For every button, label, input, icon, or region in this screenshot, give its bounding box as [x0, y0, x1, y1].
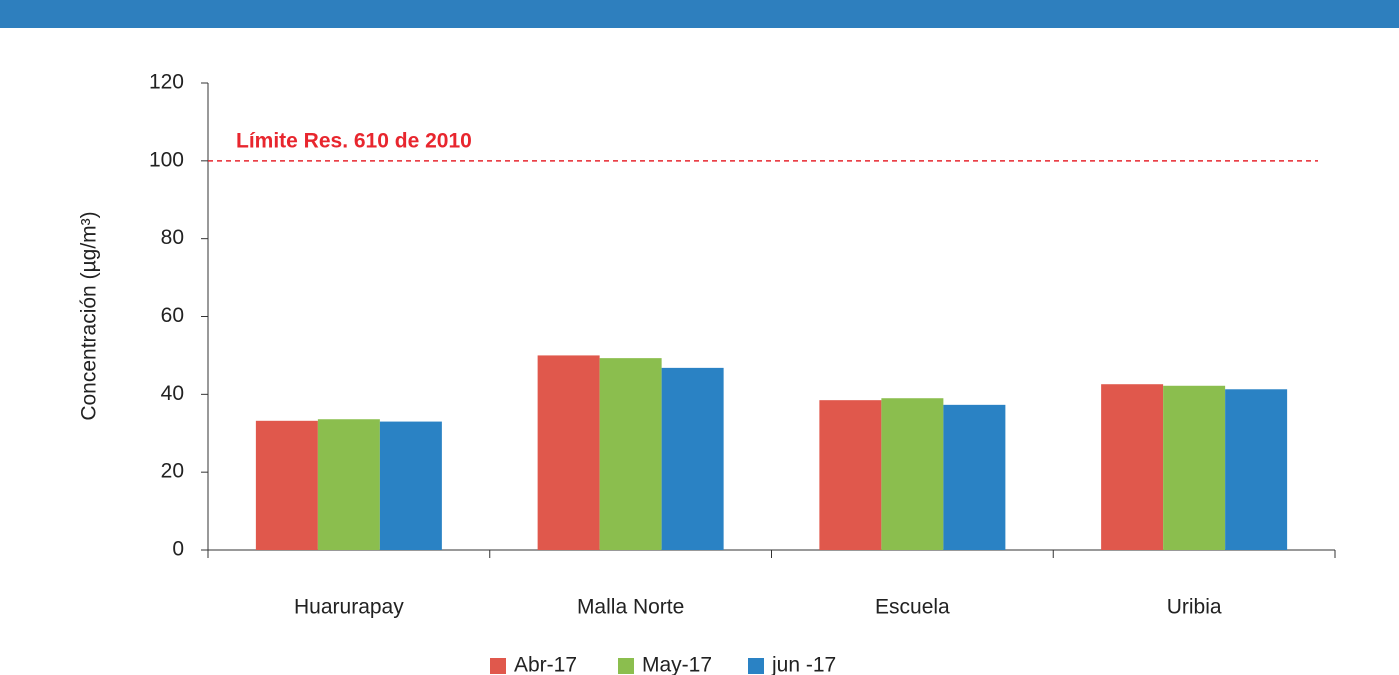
- y-tick-label: 20: [161, 460, 184, 483]
- x-tick-label: Huarurapay: [294, 596, 404, 619]
- y-tick-label: 40: [161, 382, 184, 405]
- x-tick-label: Uribia: [1167, 596, 1222, 619]
- legend-label: May-17: [642, 654, 712, 675]
- x-tick-label: Malla Norte: [577, 596, 684, 619]
- reference-label: Límite Res. 610 de 2010: [236, 129, 472, 152]
- y-tick-label: 120: [149, 71, 184, 94]
- y-tick-label: 80: [161, 226, 184, 249]
- bar: [1101, 384, 1164, 550]
- legend-label: Abr-17: [514, 654, 577, 675]
- bar: [1163, 385, 1226, 550]
- y-tick-label: 60: [161, 304, 184, 327]
- legend-label: jun -17: [771, 654, 836, 675]
- bar: [255, 420, 318, 550]
- bar: [599, 358, 662, 550]
- bar: [881, 398, 944, 550]
- header-bar: [0, 0, 1399, 28]
- x-tick-label: Escuela: [875, 596, 950, 619]
- bar: [379, 421, 442, 550]
- bar: [1225, 389, 1288, 550]
- y-tick-label: 100: [149, 148, 184, 171]
- bar: [317, 419, 380, 550]
- y-axis-label: Concentración (µg/m³): [78, 211, 101, 420]
- bar: [661, 367, 724, 550]
- bar: [537, 355, 600, 550]
- bar: [943, 404, 1006, 550]
- bar: [819, 400, 882, 550]
- y-tick-label: 0: [172, 538, 184, 561]
- legend-swatch: [490, 658, 506, 674]
- legend-swatch: [618, 658, 634, 674]
- legend-swatch: [748, 658, 764, 674]
